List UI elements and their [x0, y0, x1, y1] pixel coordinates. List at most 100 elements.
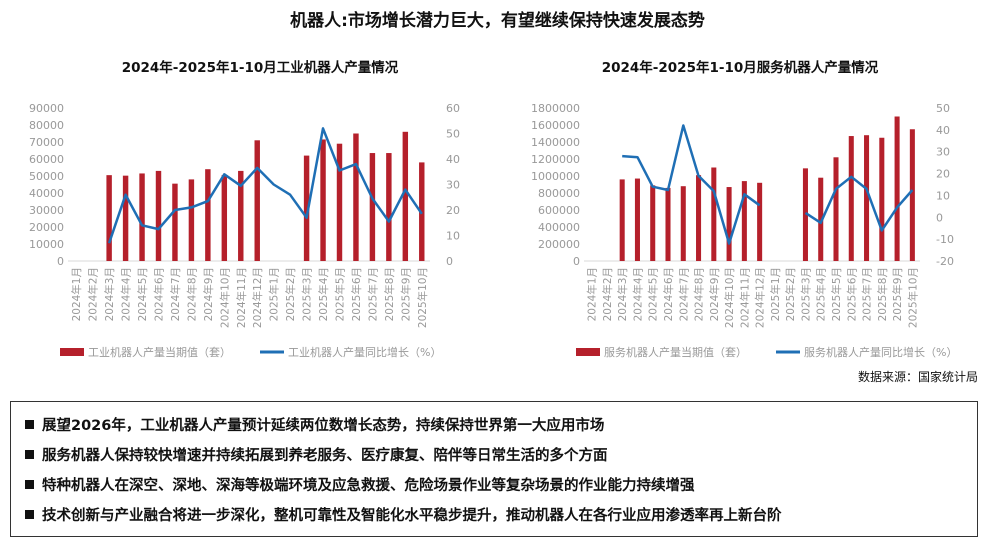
bar: [711, 167, 717, 261]
square-bullet-icon: [25, 449, 34, 459]
bar: [402, 131, 409, 261]
bar: [680, 186, 686, 261]
bar: [665, 187, 671, 261]
category-tick-label: 2025年6月: [350, 267, 363, 321]
bar: [696, 175, 702, 261]
bar: [254, 140, 260, 261]
legend-bar-swatch: [576, 348, 600, 356]
category-tick-label: 2025年7月: [366, 267, 379, 321]
left-axis-tick-label: 1400000: [531, 136, 580, 149]
left-axis-tick-label: 1000000: [531, 170, 580, 183]
bar: [757, 182, 763, 261]
bar: [848, 136, 854, 261]
bar: [221, 175, 228, 261]
bar: [833, 157, 839, 261]
left-axis-tick-label: 90000: [29, 102, 64, 115]
left-axis-tick-label: 60000: [29, 153, 64, 166]
bullet-item: 服务机器人保持较快增速并持续拓展到养老服务、医疗康复、陪伴等日常生活的多个方面: [25, 444, 608, 465]
category-tick-label: 2025年5月: [830, 267, 843, 321]
category-tick-label: 2024年8月: [693, 267, 706, 321]
category-tick-label: 2024年12月: [251, 267, 264, 328]
right-axis-tick-label: 60: [446, 102, 460, 115]
right-axis-tick-label: 10: [446, 230, 460, 243]
category-tick-label: 2024年2月: [87, 267, 100, 321]
growth-line: [107, 127, 423, 244]
category-tick-label: 2024年10月: [218, 267, 231, 328]
category-tick-label: 2025年2月: [784, 267, 797, 321]
right-axis-tick-label: 40: [936, 124, 950, 137]
category-tick-label: 2025年10月: [906, 267, 919, 328]
left-axis-tick-label: 400000: [538, 221, 580, 234]
industrial-robot-chart-svg: 0 10000 20000 30000 40000 50000 60000 70000 8000…: [29, 102, 460, 359]
right-axis-tick-label: 0: [936, 211, 943, 224]
left-axis-tick-label: 200000: [538, 238, 580, 251]
left-axis-tick-label: 70000: [29, 136, 64, 149]
category-tick-label: 2025年6月: [845, 267, 858, 321]
bar: [188, 179, 195, 261]
right-axis-tick-label: 10: [936, 189, 950, 202]
category-tick-label: 2025年7月: [861, 267, 874, 321]
category-tick-label: 2025年5月: [334, 267, 347, 321]
category-tick-label: 2024年9月: [202, 267, 215, 321]
right-axis-tick-label: 40: [446, 153, 460, 166]
category-tick-label: 2025年8月: [876, 267, 889, 321]
left-axis-tick-label: 1600000: [531, 119, 580, 132]
category-tick-label: 2025年4月: [317, 267, 330, 321]
legend-bar-label: 工业机器人产量当期值（套）: [88, 345, 231, 359]
bar: [634, 178, 640, 261]
category-tick-label: 2024年7月: [677, 267, 690, 321]
category-tick-label: 2024年4月: [631, 267, 644, 321]
right-axis-tick-label: 0: [446, 255, 453, 268]
summary-box: 展望2026年，工业机器人产量预计延续两位数增长态势，持续保持世界第一大应用市场…: [10, 401, 978, 537]
category-tick-label: 2024年1月: [70, 267, 83, 321]
category-tick-label: 2024年10月: [723, 267, 736, 328]
bar: [864, 135, 870, 261]
right-axis-tick-label: -20: [936, 255, 954, 268]
right-axis-tick-label: 20: [936, 168, 950, 181]
square-bullet-icon: [25, 479, 34, 489]
bar: [106, 175, 112, 261]
right-axis-tick-label: 30: [446, 179, 460, 192]
legend-bar-swatch: [60, 348, 84, 356]
bar: [139, 173, 145, 261]
category-tick-label: 2025年1月: [769, 267, 782, 321]
left-axis-tick-label: 40000: [29, 187, 64, 200]
category-tick-label: 2025年2月: [284, 267, 297, 321]
growth-line: [622, 124, 761, 245]
category-tick-label: 2024年12月: [754, 267, 767, 328]
right-axis-tick-label: 30: [936, 146, 950, 159]
left-axis-tick-label: 80000: [29, 119, 64, 132]
category-tick-label: 2025年8月: [383, 267, 396, 321]
bar: [650, 185, 656, 261]
bullet-item: 特种机器人在深空、深地、深海等极端环境及应急救援、危险场景作业等复杂场景的作业能…: [25, 474, 695, 495]
bullet-item: 技术创新与产业融合将进一步深化，整机可靠性及智能化水平稳步提升，推动机器人在各行…: [25, 504, 782, 525]
page-title: 机器人:市场增长潜力巨大，有望继续保持快速发展态势: [290, 11, 705, 31]
category-tick-label: 2024年8月: [185, 267, 198, 321]
left-axis-tick-label: 1800000: [531, 102, 580, 115]
growth-line: [804, 175, 914, 232]
bar: [894, 116, 900, 261]
service-robot-chart: 2024年-2025年1-10月服务机器人产量情况 0 200000 400000 6…: [500, 56, 980, 366]
bar: [155, 170, 162, 261]
bar: [879, 137, 885, 261]
left-axis-tick-label: 0: [573, 255, 580, 268]
right-axis-tick-label: 50: [446, 128, 460, 141]
category-tick-label: 2024年4月: [120, 267, 133, 321]
bar: [205, 169, 211, 261]
bullet-item: 展望2026年，工业机器人产量预计延续两位数增长态势，持续保持世界第一大应用市场: [25, 414, 604, 435]
bar: [172, 183, 178, 261]
bar: [303, 155, 310, 261]
chart-title: 2024年-2025年1-10月服务机器人产量情况: [601, 60, 879, 76]
bar: [238, 170, 244, 261]
bar: [619, 179, 625, 261]
left-axis-tick-label: 10000: [29, 238, 64, 251]
category-tick-label: 2024年3月: [616, 267, 629, 321]
category-tick-label: 2024年6月: [153, 267, 166, 321]
category-tick-label: 2025年9月: [891, 267, 904, 321]
bar: [369, 153, 376, 261]
category-tick-label: 2024年7月: [169, 267, 182, 321]
chart-title: 2024年-2025年1-10月工业机器人产量情况: [121, 60, 399, 76]
category-tick-label: 2025年1月: [268, 267, 281, 321]
bar: [320, 139, 326, 261]
left-axis-tick-label: 50000: [29, 170, 64, 183]
